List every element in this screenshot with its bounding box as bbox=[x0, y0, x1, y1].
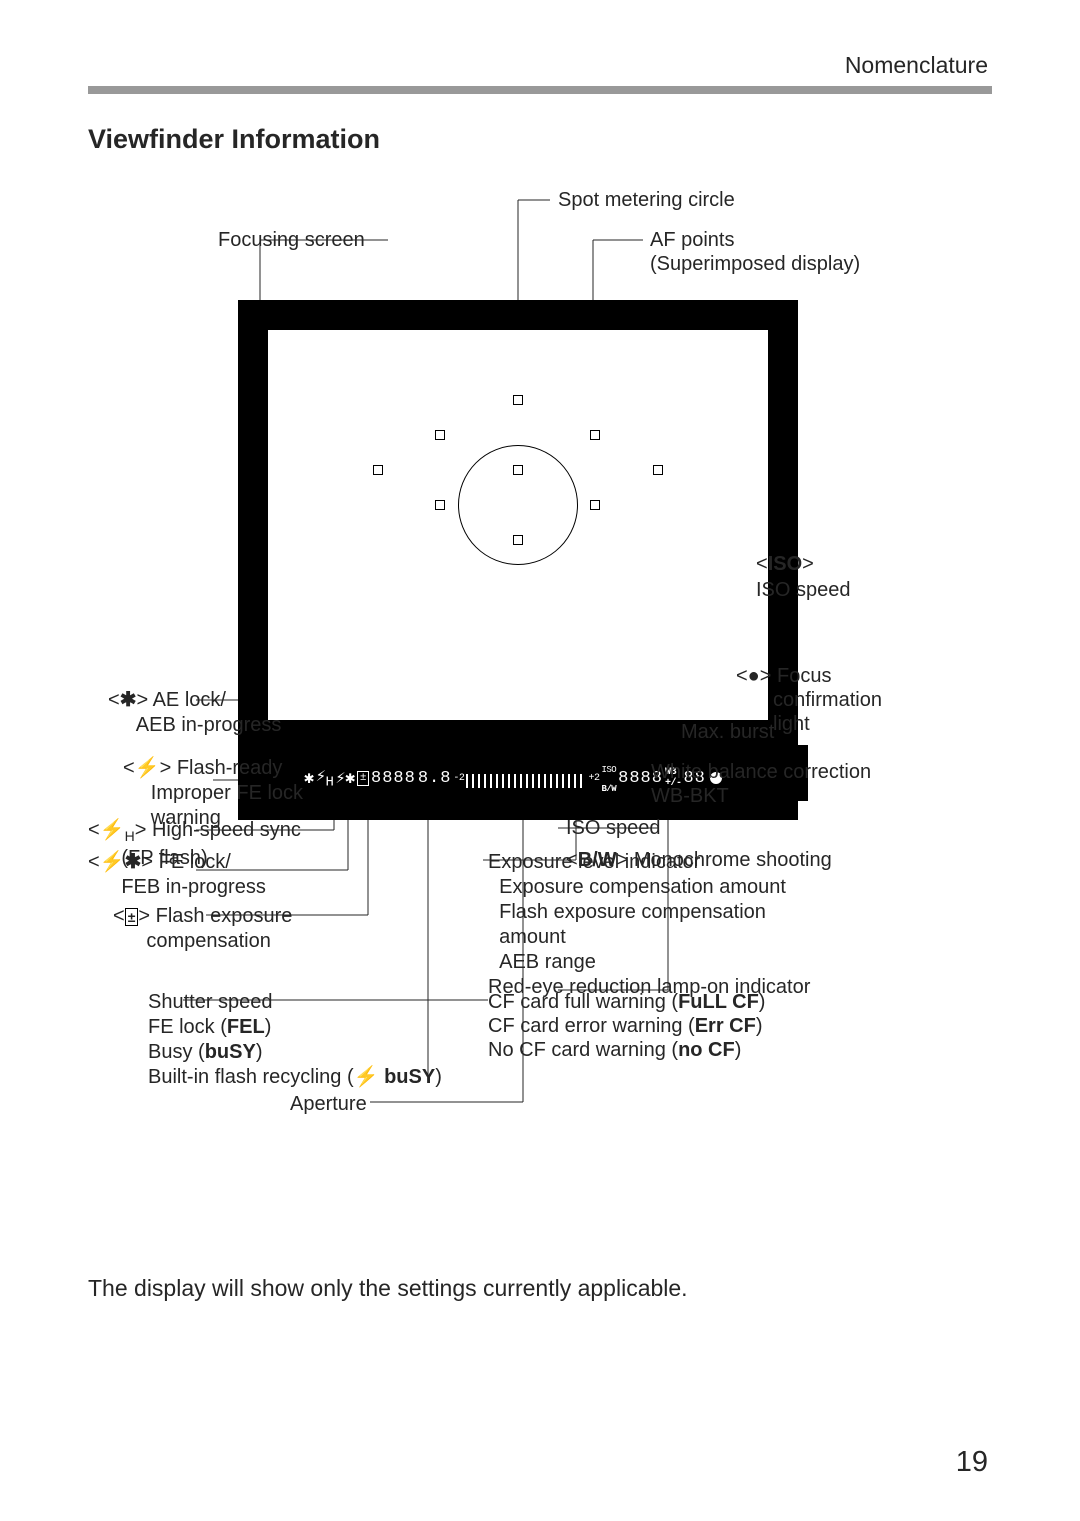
label-no-cf: No CF card warning (no CF) bbox=[488, 1038, 741, 1063]
label-focus-conf-2: confirmation bbox=[773, 688, 882, 713]
label-ae-lock: <✱> AE lock/ AEB in-progress bbox=[108, 688, 281, 738]
af-point bbox=[590, 430, 600, 440]
label-cf-full: CF card full warning (FuLL CF) bbox=[488, 990, 765, 1015]
label-focusing-screen: Focusing screen bbox=[218, 228, 365, 253]
label-focus-conf-1: <●> Focus bbox=[736, 664, 831, 689]
label-spot-metering: Spot metering circle bbox=[558, 188, 735, 213]
header-section: Nomenclature bbox=[845, 52, 988, 79]
label-cf-err: CF card error warning (Err CF) bbox=[488, 1014, 763, 1039]
label-af-points-2: (Superimposed display) bbox=[650, 252, 860, 277]
af-point bbox=[513, 465, 523, 475]
footer-note: The display will show only the settings … bbox=[88, 1275, 688, 1302]
page-number: 19 bbox=[956, 1446, 988, 1479]
af-point bbox=[653, 465, 663, 475]
af-point bbox=[590, 500, 600, 510]
label-wb-corr-1: White balance correction bbox=[651, 760, 871, 785]
label-iso-head: <ISO> bbox=[756, 552, 814, 577]
section-title: Viewfinder Information bbox=[88, 124, 380, 155]
af-point bbox=[513, 535, 523, 545]
label-wb-corr-2: WB-BKT bbox=[651, 784, 729, 809]
label-shutter: Shutter speed FE lock (FEL) Busy (buSY) … bbox=[148, 990, 442, 1090]
af-point bbox=[513, 395, 523, 405]
header-bar bbox=[88, 86, 992, 94]
af-point bbox=[435, 430, 445, 440]
af-point bbox=[373, 465, 383, 475]
label-iso-speed2b: ISO speed bbox=[566, 816, 661, 841]
label-focus-conf-3: light bbox=[773, 712, 810, 737]
label-af-points-1: AF points bbox=[650, 228, 734, 253]
label-aperture: Aperture bbox=[290, 1092, 367, 1117]
viewfinder-diagram: ✱ ⚡H ⚡✱ ± 8888 8.8 -2 +2 ISOB/W 8888 WB+… bbox=[88, 170, 988, 1250]
label-fec: <±> Flash exposure compensation bbox=[113, 904, 292, 954]
label-fe-lock: <⚡✱> FE lock/ FEB in-progress bbox=[88, 850, 266, 900]
af-point bbox=[435, 500, 445, 510]
label-max-burst: Max. burst bbox=[681, 720, 774, 745]
label-iso-speed: ISO speed bbox=[756, 578, 851, 603]
label-exp-ind: Exposure level indicator Exposure compen… bbox=[488, 850, 810, 1000]
spot-metering-circle bbox=[458, 445, 578, 565]
